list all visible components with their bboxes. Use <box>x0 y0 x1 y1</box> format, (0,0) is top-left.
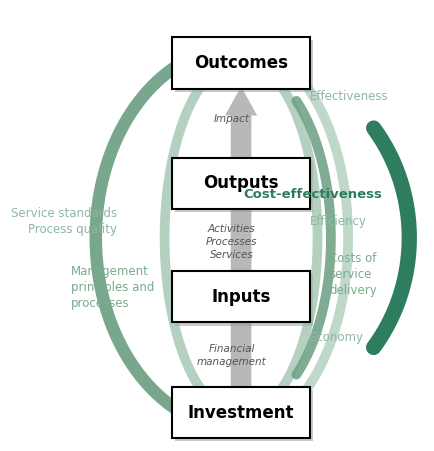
Text: Costs of
service
delivery: Costs of service delivery <box>328 252 376 297</box>
Polygon shape <box>224 87 256 434</box>
FancyBboxPatch shape <box>172 387 309 438</box>
Text: Service standards
Process quality: Service standards Process quality <box>11 207 117 235</box>
Text: Effectiveness: Effectiveness <box>309 90 388 103</box>
FancyBboxPatch shape <box>172 271 309 322</box>
Text: Impact: Impact <box>213 114 249 124</box>
Text: Cost-effectiveness: Cost-effectiveness <box>243 188 381 201</box>
Text: Activities
Processes
Services: Activities Processes Services <box>205 224 256 260</box>
Text: Financial
management: Financial management <box>196 344 266 367</box>
Text: Efficiency: Efficiency <box>309 215 366 228</box>
Text: Inputs: Inputs <box>211 288 270 306</box>
FancyBboxPatch shape <box>174 390 312 442</box>
FancyBboxPatch shape <box>172 37 309 88</box>
FancyBboxPatch shape <box>174 274 312 326</box>
FancyBboxPatch shape <box>174 161 312 212</box>
Text: Investment: Investment <box>187 404 294 422</box>
Text: Management
principles and
processes: Management principles and processes <box>71 265 154 310</box>
Text: Outputs: Outputs <box>203 174 278 192</box>
FancyBboxPatch shape <box>174 41 312 92</box>
Text: Outcomes: Outcomes <box>194 54 287 72</box>
Text: Economy: Economy <box>309 331 363 344</box>
FancyBboxPatch shape <box>172 157 309 209</box>
